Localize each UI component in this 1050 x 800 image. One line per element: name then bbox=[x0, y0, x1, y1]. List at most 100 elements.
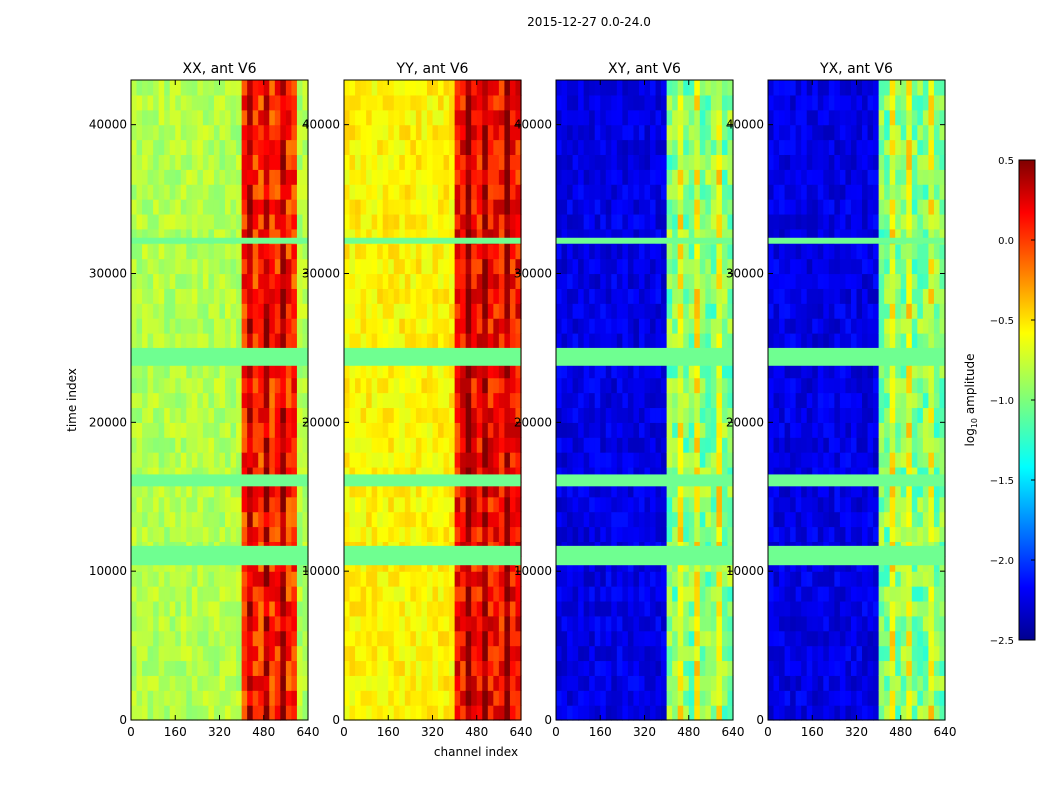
heatmap-cell bbox=[454, 184, 461, 200]
heatmap-cell bbox=[274, 452, 281, 468]
heatmap-cell bbox=[252, 511, 259, 528]
heatmap-cell bbox=[296, 675, 304, 691]
heatmap-cell bbox=[296, 80, 304, 96]
heatmap-cell bbox=[779, 288, 786, 304]
heatmap-cell bbox=[377, 377, 384, 394]
heatmap-cell bbox=[410, 675, 417, 691]
heatmap-cell bbox=[622, 526, 629, 542]
heatmap-cell bbox=[661, 571, 668, 587]
heatmap-cell bbox=[666, 496, 673, 513]
heatmap-cell bbox=[834, 109, 841, 126]
heatmap-cell bbox=[509, 154, 517, 170]
heatmap-cell bbox=[594, 392, 601, 409]
heatmap-cell bbox=[366, 303, 373, 319]
heatmap-cell bbox=[839, 452, 847, 468]
heatmap-cell bbox=[344, 481, 351, 498]
heatmap-cell bbox=[583, 213, 590, 230]
heatmap-cell bbox=[683, 705, 690, 721]
heatmap-cell bbox=[252, 452, 259, 468]
heatmap-cell bbox=[812, 675, 819, 691]
heatmap-cell bbox=[371, 660, 378, 676]
heatmap-cell bbox=[197, 184, 204, 200]
heatmap-cell bbox=[432, 496, 439, 513]
heatmap-cell bbox=[677, 571, 684, 587]
heatmap-cell bbox=[426, 690, 434, 706]
heatmap-cell bbox=[158, 437, 165, 453]
heatmap-cell bbox=[280, 184, 287, 200]
heatmap-cell bbox=[393, 243, 400, 260]
heatmap-cell bbox=[666, 630, 673, 647]
heatmap-cell bbox=[136, 600, 143, 617]
heatmap-cell bbox=[638, 288, 646, 304]
heatmap-cell bbox=[460, 496, 467, 513]
heatmap-cell bbox=[274, 600, 281, 617]
heatmap-cell bbox=[705, 645, 712, 662]
heatmap-cell bbox=[790, 303, 797, 319]
heatmap-cell bbox=[191, 109, 198, 126]
heatmap-cell bbox=[839, 660, 847, 676]
heatmap-cell bbox=[285, 660, 293, 676]
heatmap-cell bbox=[426, 303, 434, 319]
heatmap-cell bbox=[487, 139, 494, 156]
heatmap-cell bbox=[677, 80, 684, 96]
heatmap-cell bbox=[186, 615, 193, 632]
heatmap-cell bbox=[589, 705, 596, 721]
heatmap-cell bbox=[622, 333, 629, 349]
heatmap-cell bbox=[823, 600, 830, 617]
heatmap-cell bbox=[360, 362, 367, 379]
heatmap-cell bbox=[655, 392, 662, 409]
heatmap-cell bbox=[616, 675, 623, 691]
heatmap-cell bbox=[688, 258, 695, 275]
heatmap-cell bbox=[622, 571, 629, 587]
heatmap-cell bbox=[779, 124, 786, 141]
heatmap-cell bbox=[449, 645, 456, 662]
heatmap-cell bbox=[823, 630, 830, 647]
heatmap-cell bbox=[426, 184, 434, 200]
heatmap-cell bbox=[415, 511, 423, 528]
heatmap-cell bbox=[432, 184, 439, 200]
heatmap-cell bbox=[219, 705, 226, 721]
heatmap-cell bbox=[677, 94, 684, 111]
heatmap-cell bbox=[415, 600, 423, 617]
heatmap-cell bbox=[410, 80, 417, 96]
heatmap-cell bbox=[219, 422, 226, 438]
heatmap-cell bbox=[790, 243, 797, 260]
heatmap-cell bbox=[465, 422, 472, 438]
heatmap-cell bbox=[498, 228, 506, 245]
heatmap-cell bbox=[349, 288, 356, 304]
heatmap-cell bbox=[393, 124, 400, 141]
heatmap-cell bbox=[269, 675, 276, 691]
heatmap-cell bbox=[252, 109, 259, 126]
heatmap-cell bbox=[795, 80, 802, 96]
heatmap-cell bbox=[443, 303, 450, 319]
heatmap-cell bbox=[476, 333, 483, 349]
heatmap-cell bbox=[302, 213, 309, 230]
heatmap-cell bbox=[280, 273, 287, 289]
heatmap-cell bbox=[180, 318, 187, 334]
heatmap-cell bbox=[247, 362, 254, 379]
heatmap-cell bbox=[627, 184, 635, 200]
heatmap-cell bbox=[476, 407, 483, 423]
heatmap-cell bbox=[710, 318, 718, 334]
heatmap-cell bbox=[175, 481, 182, 498]
heatmap-cell bbox=[377, 318, 384, 334]
heatmap-cell bbox=[153, 288, 160, 304]
heatmap-cell bbox=[421, 690, 428, 706]
heatmap-cell bbox=[567, 273, 574, 289]
heatmap-cell bbox=[344, 94, 351, 111]
heatmap-cell bbox=[779, 586, 786, 602]
heatmap-cell bbox=[426, 169, 434, 185]
heatmap-cell bbox=[225, 675, 232, 691]
heatmap-cell bbox=[147, 362, 154, 379]
heatmap-cell bbox=[236, 392, 243, 409]
heatmap-cell bbox=[208, 228, 215, 245]
heatmap-cell bbox=[727, 362, 734, 379]
heatmap-cell bbox=[426, 481, 434, 498]
heatmap-cell bbox=[147, 660, 154, 676]
heatmap-cell bbox=[677, 139, 684, 156]
heatmap-cell bbox=[404, 481, 411, 498]
heatmap-cell bbox=[476, 109, 483, 126]
heatmap-cell bbox=[274, 213, 281, 230]
heatmap-cell bbox=[622, 496, 629, 513]
heatmap-cell bbox=[611, 437, 618, 453]
